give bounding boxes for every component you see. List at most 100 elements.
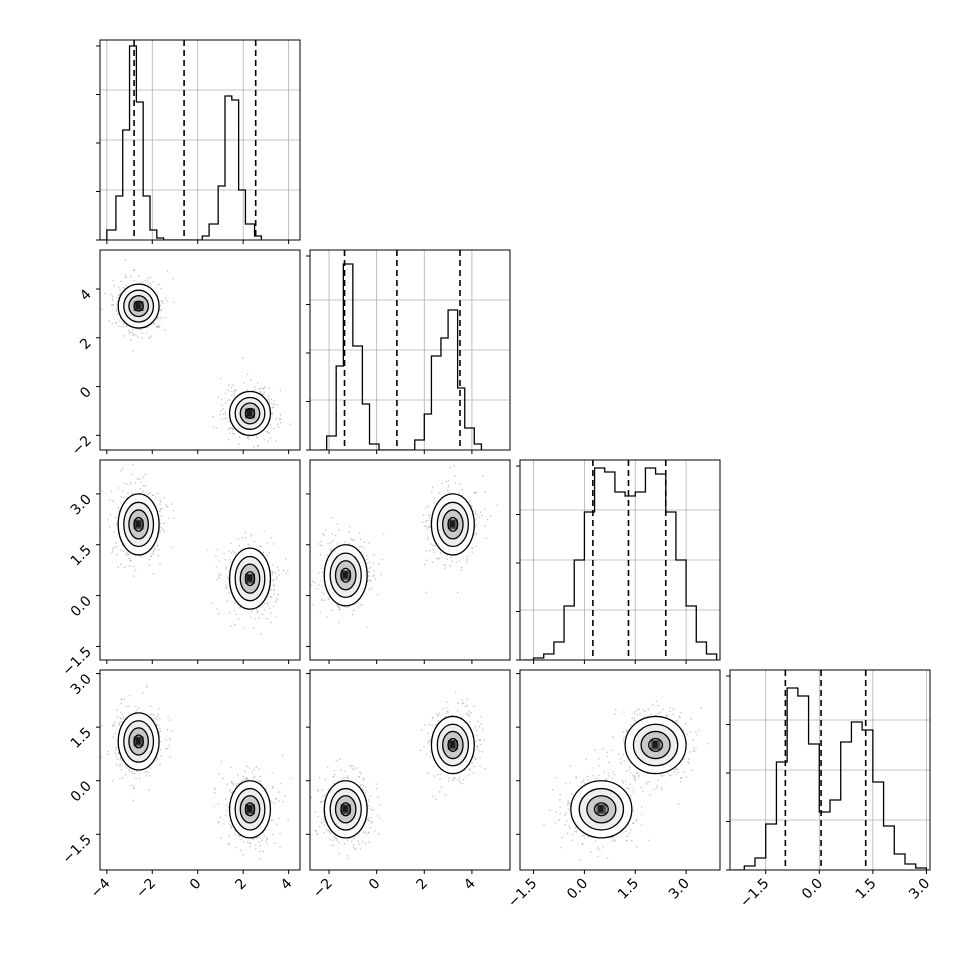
contour-line: [624, 715, 687, 775]
density-peak: [135, 302, 141, 310]
panel-frame: [519, 669, 721, 871]
contour-line: [640, 730, 671, 760]
x-tick-label: 0.0: [799, 876, 826, 903]
contour-line: [334, 795, 357, 824]
contour-line: [329, 787, 362, 831]
histogram-step: [100, 45, 263, 240]
contour-line: [123, 501, 155, 548]
y-tick-label: −1.5: [59, 832, 94, 867]
cluster: [213, 754, 292, 860]
contour-line: [329, 552, 362, 599]
contour-line: [593, 802, 609, 817]
y-tick-label: 2: [77, 335, 95, 353]
contour-line: [430, 493, 475, 556]
contour-line: [447, 516, 459, 532]
contour-line: [334, 560, 357, 591]
contour-line: [340, 802, 352, 817]
x-tick-label: 3.0: [906, 876, 933, 903]
contour-line: [442, 509, 464, 540]
x-tick-label: 0: [187, 876, 205, 894]
density-peak: [247, 409, 252, 417]
x-tick-label: 1.5: [853, 876, 880, 903]
contour-line: [128, 727, 150, 756]
x-tick-label: −2: [310, 876, 336, 902]
y-tick-label: −1.5: [59, 644, 94, 679]
histogram-panel-2: [516, 459, 721, 664]
contour-line: [244, 571, 256, 587]
cluster: [206, 530, 289, 635]
density-peak: [247, 805, 252, 813]
y-tick-label: −2: [69, 433, 95, 459]
contour-line: [570, 780, 633, 839]
contour-line: [447, 737, 459, 753]
contour-line: [133, 734, 144, 749]
x-tick-label: 0: [366, 876, 384, 894]
x-tick-label: −1.5: [737, 876, 772, 911]
panel-frame: [519, 459, 721, 661]
panel-frame: [309, 459, 511, 661]
contour-line: [117, 712, 160, 771]
contour-line: [239, 402, 261, 425]
contour-line: [128, 509, 150, 540]
panel-frame: [99, 669, 301, 871]
contour-line: [340, 567, 352, 583]
histogram-step: [733, 687, 928, 870]
contour-line: [436, 501, 470, 548]
cluster: [212, 357, 292, 448]
contour-line: [239, 563, 261, 594]
contour-line: [228, 547, 272, 610]
panel-frame: [309, 249, 511, 451]
scatter-panel-2d-3-1: [306, 669, 511, 874]
contour-line: [244, 407, 256, 420]
x-tick-label: −2: [133, 876, 159, 902]
contour-line: [117, 283, 160, 329]
scatter-panel-2d-3-2: [516, 669, 721, 874]
cluster: [100, 463, 175, 577]
density-peak: [598, 805, 604, 813]
x-tick-label: 0.0: [564, 876, 591, 903]
density-peak: [449, 520, 455, 528]
density-peak: [342, 571, 348, 579]
scatter-panel-2d-2-1: [306, 459, 511, 664]
contour-line: [128, 295, 150, 318]
contour-line: [133, 516, 144, 532]
y-tick-label: 1.5: [68, 725, 95, 752]
contour-line: [323, 544, 368, 607]
contour-line: [442, 730, 464, 760]
cluster: [419, 691, 487, 800]
contour-line: [436, 723, 470, 767]
cluster: [421, 465, 498, 594]
y-tick-label: 0: [77, 384, 95, 402]
density-peak: [342, 805, 348, 813]
contour-line: [228, 390, 272, 437]
contour-line: [239, 795, 261, 824]
histogram-step: [523, 467, 718, 660]
panel-frame: [99, 39, 301, 241]
y-tick-label: 0.0: [68, 778, 95, 805]
contour-line: [234, 396, 266, 430]
scatter-panel-2d-1-0: [96, 249, 301, 454]
contour-line: [430, 715, 475, 775]
contour-line: [228, 780, 272, 839]
contour-line: [123, 289, 155, 323]
x-tick-label: 1.5: [615, 876, 642, 903]
cluster: [598, 700, 709, 805]
contour-line: [323, 780, 368, 839]
x-tick-label: −1.5: [505, 876, 540, 911]
contour-line: [586, 795, 617, 824]
contour-line: [578, 787, 625, 831]
contour-line: [117, 493, 160, 556]
density-peak: [652, 741, 658, 748]
x-tick-label: 4: [461, 875, 479, 893]
cluster: [100, 684, 173, 802]
contour-line: [648, 737, 664, 753]
contour-line: [244, 802, 256, 817]
x-tick-label: 3.0: [666, 876, 693, 903]
panel-frame: [729, 669, 931, 871]
y-tick-label: 0.0: [68, 593, 95, 620]
scatter-panel-2d-2-0: [96, 459, 301, 664]
contour-line: [123, 720, 155, 763]
cluster: [310, 517, 385, 629]
contour-line: [632, 723, 679, 767]
